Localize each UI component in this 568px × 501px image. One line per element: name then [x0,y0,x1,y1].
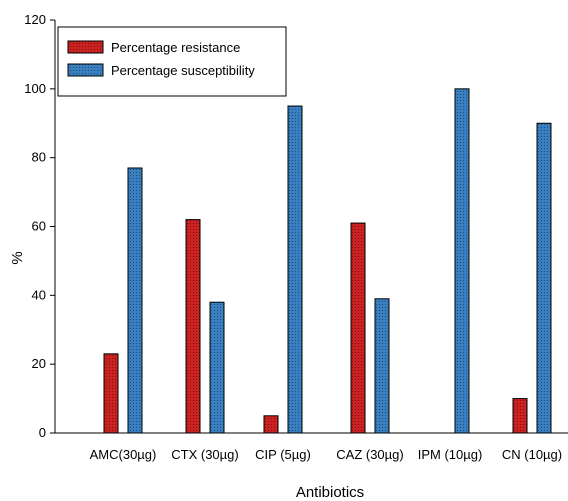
x-tick-label: CN (10µg) [502,447,562,462]
bar-susceptibility [455,89,469,433]
bar-resistance [104,354,118,433]
y-tick-label: 0 [39,425,46,440]
y-tick-label: 80 [32,150,46,165]
y-axis-title: % [9,251,26,264]
x-tick-label: CTX (30µg) [171,447,238,462]
x-tick-label: IPM (10µg) [418,447,483,462]
legend-swatch-susceptibility [68,64,103,76]
bar-susceptibility [375,299,389,433]
legend-label-resistance: Percentage resistance [111,40,240,55]
bar-resistance [351,223,365,433]
y-tick-label: 100 [24,81,46,96]
x-tick-label: CAZ (30µg) [336,447,403,462]
legend-box [58,27,286,96]
legend: Percentage resistance Percentage suscept… [58,27,286,96]
y-tick-label: 60 [32,219,46,234]
legend-swatch-resistance [68,41,103,53]
bar-susceptibility [210,302,224,433]
y-tick-label: 20 [32,356,46,371]
legend-label-susceptibility: Percentage susceptibility [111,63,255,78]
bar-susceptibility [537,123,551,433]
bar-resistance [186,220,200,433]
bar-resistance [264,416,278,433]
bar-susceptibility [128,168,142,433]
x-tick-label: AMC(30µg) [90,447,157,462]
x-axis-title: Antibiotics [296,484,364,501]
y-tick-label: 120 [24,12,46,27]
bars [104,89,551,433]
y-tick-label: 40 [32,287,46,302]
y-ticks: 0 20 40 60 80 100 120 [24,12,55,440]
bar-susceptibility [288,106,302,433]
x-tick-labels: AMC(30µg) CTX (30µg) CIP (5µg) CAZ (30µg) IP… [90,447,562,462]
bar-resistance [513,399,527,433]
x-tick-label: CIP (5µg) [255,447,311,462]
